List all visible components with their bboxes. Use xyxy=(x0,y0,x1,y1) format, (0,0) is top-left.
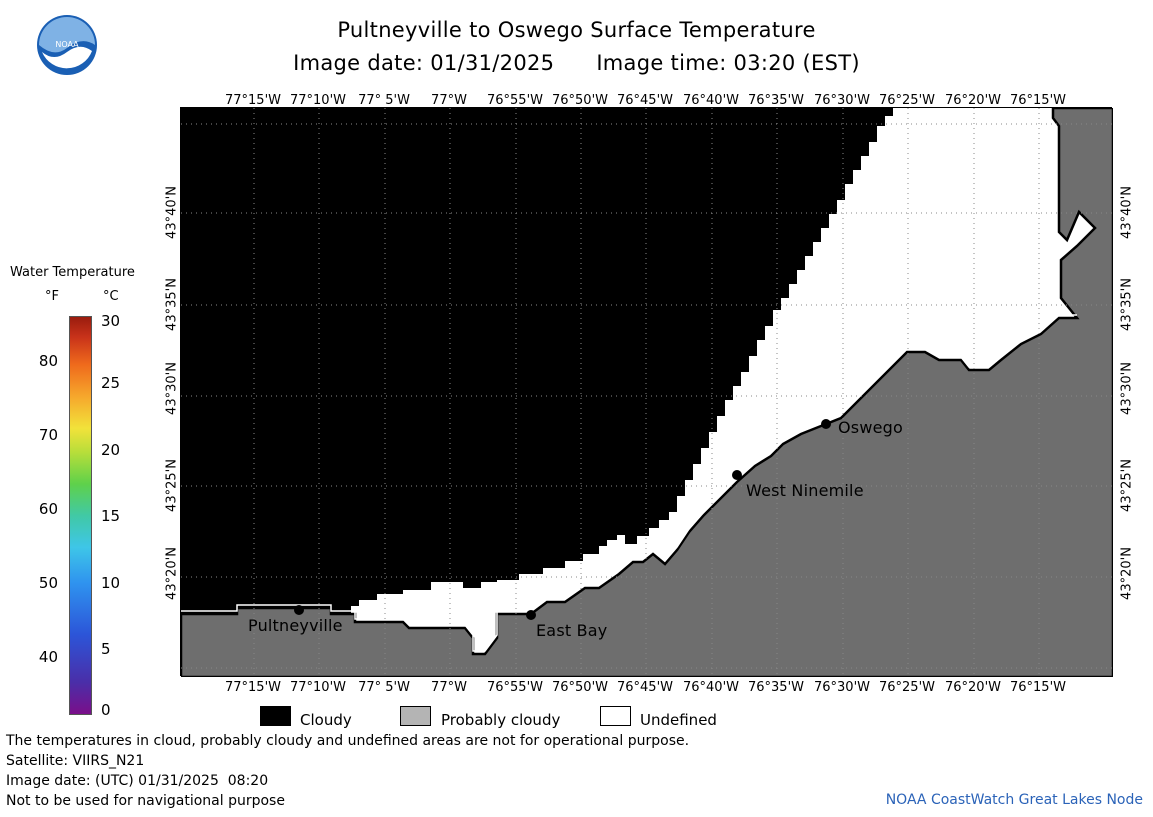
place-label-east-bay: East Bay xyxy=(536,621,608,640)
lat-label-left: 43°20'N xyxy=(164,547,180,600)
tick-c: 10 xyxy=(101,574,121,592)
lon-label-bottom: 76°55'W xyxy=(486,680,543,695)
lon-label-bottom: 77°15'W xyxy=(224,680,281,695)
oswego-marker[interactable] xyxy=(821,419,831,429)
tick-c: 20 xyxy=(101,441,121,459)
disclaimer-text: The temperatures in cloud, probably clou… xyxy=(6,733,690,749)
lon-label-bottom: 77°W xyxy=(431,680,467,695)
lon-label-top: 77°W xyxy=(431,93,467,108)
lon-label-top: 77°15'W xyxy=(224,93,281,108)
lon-label-top: 76°55'W xyxy=(486,93,543,108)
tick-c: 30 xyxy=(101,312,121,330)
lon-label-bottom: 77° 5'W xyxy=(358,680,410,695)
legend-swatch-probably-cloudy xyxy=(400,706,431,726)
satellite-text: Satellite: VIIRS_N21 xyxy=(6,753,145,769)
lon-label-bottom: 76°15'W xyxy=(1009,680,1066,695)
image-datetime: Image date: 01/31/2025 Image time: 03:20 … xyxy=(0,51,1153,75)
legend-swatch-undefined xyxy=(600,706,631,726)
place-label-oswego: Oswego xyxy=(838,418,904,437)
image-date-label: Image date: 01/31/2025 xyxy=(293,51,555,75)
tick-c: 5 xyxy=(101,640,111,658)
legend-label-cloudy: Cloudy xyxy=(300,711,352,729)
lon-label-bottom: 76°40'W xyxy=(682,680,739,695)
nav-warning-text: Not to be used for navigational purpose xyxy=(6,793,285,809)
east-bay-marker[interactable] xyxy=(526,610,536,620)
lon-label-top: 76°50'W xyxy=(551,93,608,108)
credit-link[interactable]: NOAA CoastWatch Great Lakes Node xyxy=(885,792,1143,808)
lon-label-top: 76°30'W xyxy=(813,93,870,108)
lon-label-top: 76°40'W xyxy=(682,93,739,108)
place-label-pultneyville: Pultneyville xyxy=(248,616,343,635)
tick-c: 25 xyxy=(101,374,121,392)
lon-label-top: 76°25'W xyxy=(878,93,935,108)
tick-f: 80 xyxy=(38,352,58,370)
lon-label-top: 76°20'W xyxy=(944,93,1001,108)
svg-text:NOAA: NOAA xyxy=(55,40,79,49)
lat-label-right: 43°30'N xyxy=(1119,362,1135,415)
unit-fahrenheit: °F xyxy=(45,289,59,304)
lon-label-bottom: 77°10'W xyxy=(289,680,346,695)
lon-label-top: 77° 5'W xyxy=(358,93,410,108)
lon-label-top: 77°10'W xyxy=(289,93,346,108)
lat-label-right: 43°20'N xyxy=(1119,547,1135,600)
lat-label-left: 43°40'N xyxy=(164,186,180,239)
lat-label-right: 43°25'N xyxy=(1119,459,1135,512)
noaa-logo: NOAA xyxy=(36,14,98,76)
tick-f: 50 xyxy=(38,574,58,592)
tick-f: 60 xyxy=(38,500,58,518)
lon-label-bottom: 76°25'W xyxy=(878,680,935,695)
tick-c: 0 xyxy=(101,701,111,719)
lon-label-bottom: 76°45'W xyxy=(616,680,673,695)
lon-label-top: 76°45'W xyxy=(616,93,673,108)
lon-label-top: 76°35'W xyxy=(747,93,804,108)
image-time-label: Image time: 03:20 (EST) xyxy=(596,51,860,75)
pultneyville-marker[interactable] xyxy=(294,605,304,615)
lat-label-right: 43°35'N xyxy=(1119,278,1135,331)
lon-label-bottom: 76°35'W xyxy=(747,680,804,695)
colorbar-title: Water Temperature xyxy=(10,265,135,280)
legend-label-probably-cloudy: Probably cloudy xyxy=(441,711,561,729)
unit-celsius: °C xyxy=(103,289,119,304)
place-label-west-ninemile: West Ninemile xyxy=(746,481,864,500)
lon-label-bottom: 76°20'W xyxy=(944,680,1001,695)
lat-label-right: 43°40'N xyxy=(1119,186,1135,239)
temperature-colorbar xyxy=(69,316,92,715)
tick-c: 15 xyxy=(101,507,121,525)
lon-label-bottom: 76°50'W xyxy=(551,680,608,695)
lat-label-left: 43°35'N xyxy=(164,278,180,331)
tick-f: 70 xyxy=(38,426,58,444)
graticule xyxy=(181,108,1113,677)
utc-date-text: Image date: (UTC) 01/31/2025 08:20 xyxy=(6,773,269,789)
lat-label-left: 43°25'N xyxy=(164,459,180,512)
legend-label-undefined: Undefined xyxy=(640,711,717,729)
page-title: Pultneyville to Oswego Surface Temperatu… xyxy=(337,18,816,42)
lon-label-bottom: 76°30'W xyxy=(813,680,870,695)
lat-label-left: 43°30'N xyxy=(164,362,180,415)
map-panel[interactable] xyxy=(180,107,1113,677)
cloudy-area xyxy=(181,108,893,614)
tick-f: 40 xyxy=(38,648,58,666)
west-ninemile-marker[interactable] xyxy=(732,470,742,480)
legend-swatch-cloudy xyxy=(260,706,291,726)
lon-label-top: 76°15'W xyxy=(1009,93,1066,108)
